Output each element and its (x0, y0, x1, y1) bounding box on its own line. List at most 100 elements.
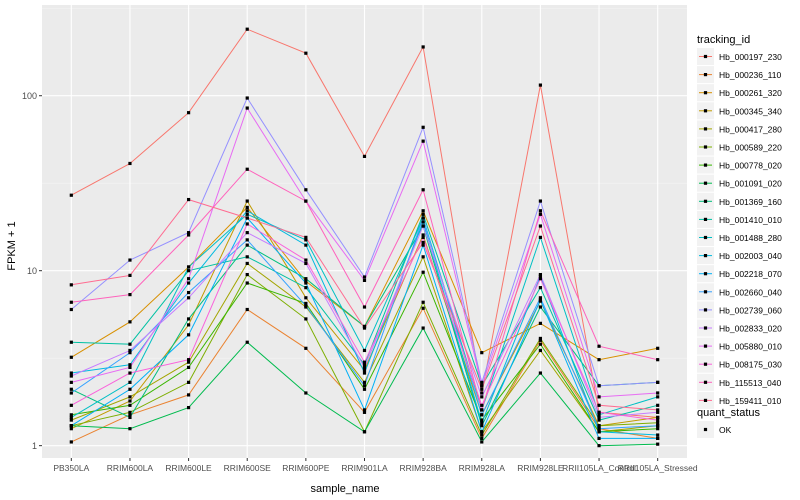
data-point (421, 243, 425, 247)
legend-label: Hb_000236_110 (719, 70, 782, 80)
y-tick-label: 10 (27, 266, 37, 276)
data-point (128, 399, 132, 403)
data-point (304, 277, 308, 281)
data-point (538, 342, 543, 346)
legend-marker (703, 326, 708, 330)
data-point (128, 348, 132, 353)
data-point (597, 410, 601, 414)
data-point (186, 269, 191, 273)
data-point (538, 338, 543, 342)
legend-marker (703, 308, 708, 312)
legend-marker (703, 145, 708, 149)
data-point (245, 238, 249, 242)
data-point (128, 387, 132, 391)
data-point (656, 403, 660, 407)
legend-marker (703, 254, 708, 258)
legend-marker (703, 290, 708, 294)
data-point (304, 279, 308, 283)
data-point (597, 358, 601, 362)
data-point (656, 395, 660, 399)
data-point (597, 427, 601, 431)
data-point (128, 413, 132, 417)
data-point (421, 45, 425, 49)
data-point (480, 380, 484, 384)
data-point (362, 363, 367, 367)
data-point (304, 296, 308, 300)
data-point (480, 433, 484, 437)
data-point (480, 440, 484, 444)
data-point (421, 188, 425, 192)
data-point (480, 436, 484, 441)
data-point (245, 261, 249, 266)
data-point (69, 340, 73, 344)
data-point (128, 410, 132, 414)
legend-label: Hb_001369_160 (719, 197, 782, 207)
data-point (421, 220, 425, 224)
data-point (362, 387, 367, 391)
legend-label: Hb_005880_010 (719, 342, 782, 352)
legend-marker (703, 217, 708, 221)
data-point (128, 363, 132, 367)
data-point (245, 255, 249, 259)
data-point (304, 317, 308, 321)
data-point (480, 387, 484, 391)
data-point (245, 209, 249, 213)
data-point (656, 442, 660, 446)
data-point (480, 384, 484, 388)
data-point (597, 436, 601, 441)
data-point (245, 27, 249, 31)
data-point (597, 403, 601, 407)
data-point (421, 270, 425, 274)
plot-area (42, 5, 687, 458)
data-point (362, 326, 367, 330)
data-point (128, 258, 132, 262)
data-point (186, 360, 191, 364)
legend-label: Hb_002218_070 (719, 269, 782, 279)
data-point (69, 387, 73, 391)
data-point (362, 371, 367, 375)
x-tick-label: RRII105LA_Control (562, 463, 636, 473)
data-point (538, 272, 543, 277)
data-point (362, 278, 367, 282)
data-point (656, 418, 660, 422)
x-axis-label: sample_name (310, 483, 379, 495)
data-point (69, 427, 73, 431)
data-point (656, 391, 660, 395)
legend-label: Hb_000417_280 (719, 124, 782, 134)
data-point (304, 258, 308, 262)
legend-title: tracking_id (697, 34, 750, 46)
legend-marker (703, 199, 708, 203)
data-point (538, 348, 543, 353)
data-point (597, 444, 601, 448)
data-point (186, 281, 191, 285)
data-point (304, 199, 308, 203)
data-point (538, 305, 543, 309)
data-point (128, 161, 132, 166)
data-point (597, 418, 601, 422)
data-point (186, 405, 191, 410)
legend-label: Hb_001488_280 (719, 233, 782, 243)
data-point (480, 395, 484, 399)
data-point (656, 346, 660, 350)
data-point (597, 415, 601, 420)
legend-marker (703, 380, 708, 384)
data-point (480, 408, 484, 412)
data-point (245, 222, 249, 226)
data-point (128, 415, 132, 420)
x-tick-label: RRIM901LA (341, 463, 388, 473)
x-tick-label: RRIM600SE (224, 463, 272, 473)
data-point (245, 96, 249, 100)
data-point (480, 421, 484, 425)
data-point (245, 106, 249, 110)
legend-label: Hb_000778_020 (719, 161, 782, 171)
legend-label: Hb_001410_010 (719, 215, 782, 225)
data-point (538, 235, 543, 239)
data-point (597, 384, 601, 388)
legend-marker (703, 181, 708, 185)
data-point (304, 261, 308, 266)
legend-shape-title: quant_status (697, 407, 760, 419)
data-point (538, 286, 543, 290)
legend-marker (703, 109, 708, 113)
x-tick-label: RRIM600PE (282, 463, 330, 473)
